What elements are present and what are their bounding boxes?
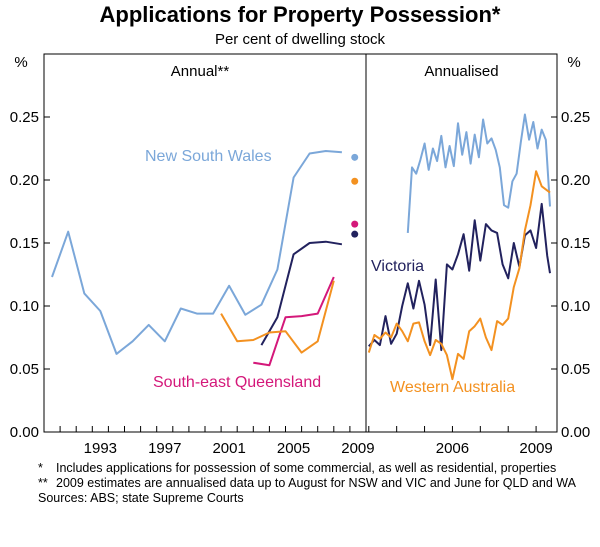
estimate-2009-wa-point	[351, 177, 359, 185]
x-tick-label-left: 1993	[84, 440, 117, 457]
footnote-1-mark: *	[38, 461, 43, 475]
x-tick-label-right: 2006	[436, 440, 469, 457]
annualised-series-vic-line	[368, 202, 551, 352]
series-label-nsw: New South Wales	[145, 148, 272, 165]
annual-series-wa-line	[220, 280, 335, 354]
y-tick-label-left: 0.25	[10, 109, 39, 126]
x-tick-label-left: 1997	[148, 440, 181, 457]
y-tick-label-left: 0.05	[10, 361, 39, 378]
estimate-2009-nsw-point	[351, 153, 359, 161]
y-tick-label-right: 0.25	[561, 109, 590, 126]
panel-title-annual: Annual**	[171, 63, 230, 80]
panel-title-annualised: Annualised	[424, 63, 498, 80]
chart-subtitle: Per cent of dwelling stock	[214, 31, 386, 48]
y-tick-label-right: 0.10	[561, 298, 590, 315]
y-tick-label-right: 0.00	[561, 424, 590, 441]
footnote-2-text: 2009 estimates are annualised data up to…	[56, 476, 576, 490]
chart-title: Applications for Property Possession*	[99, 2, 501, 27]
footnotes: * Includes applications for possession o…	[38, 461, 593, 506]
estimate-2009-vic-point	[351, 230, 359, 238]
footnote-2-mark: **	[38, 476, 48, 490]
annualised-series-wa-line	[367, 170, 551, 381]
annual-series-nsw-line	[51, 150, 342, 355]
series-label-qld: South-east Queensland	[153, 374, 321, 391]
estimate-2009-qld-point	[351, 220, 359, 228]
x-tick-label-left: 2009	[341, 440, 374, 457]
y-tick-label-left: 0.20	[10, 172, 39, 189]
y-tick-label-right: 0.15	[561, 235, 590, 252]
x-tick-label-left: 2001	[212, 440, 245, 457]
y-tick-label-right: 0.20	[561, 172, 590, 189]
footnote-1: * Includes applications for possession o…	[38, 461, 593, 476]
footnote-2: ** 2009 estimates are annualised data up…	[38, 476, 593, 491]
x-tick-label-right: 2009	[519, 440, 552, 457]
y-tick-label-left: 0.10	[10, 298, 39, 315]
y-tick-label-left: 0.15	[10, 235, 39, 252]
footnote-1-text: Includes applications for possession of …	[56, 461, 557, 475]
annualised-series-nsw-line	[406, 113, 551, 233]
annual-series-qld-line	[253, 276, 335, 367]
y-unit-right: %	[567, 54, 580, 71]
sources-note: Sources: ABS; state Supreme Courts	[38, 491, 244, 505]
series-label-vic: Victoria	[371, 258, 424, 275]
y-tick-label-right: 0.05	[561, 361, 590, 378]
y-tick-label-left: 0.00	[10, 424, 39, 441]
series-label-wa: Western Australia	[390, 379, 515, 396]
x-tick-label-left: 2005	[277, 440, 310, 457]
y-unit-left: %	[14, 54, 27, 71]
annual-series-vic-line	[260, 240, 343, 346]
